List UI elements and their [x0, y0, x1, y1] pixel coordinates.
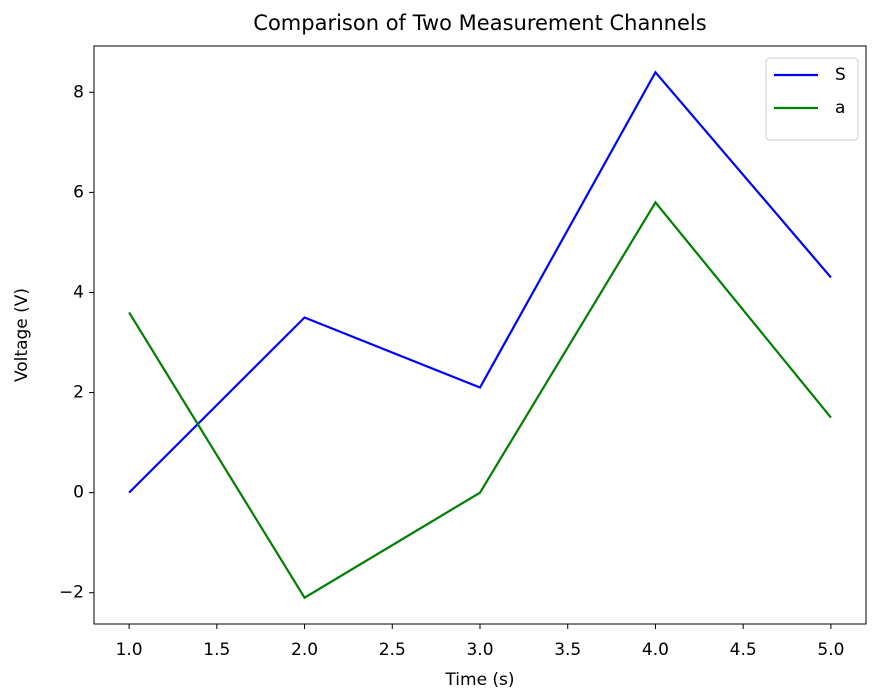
data-line: [128, 70, 832, 494]
data-line: [128, 200, 832, 600]
y-tick-label: −2: [59, 583, 84, 603]
x-tick-label: 2.5: [379, 640, 406, 660]
x-tick-label: 2.0: [291, 640, 318, 660]
x-tick-label: 3.5: [554, 640, 581, 660]
y-tick-label: 4: [73, 282, 84, 302]
x-tick-label: 1.5: [203, 640, 230, 660]
y-tick-label: 8: [73, 82, 84, 102]
x-tick-label: 5.0: [817, 640, 844, 660]
chart-title: Comparison of Two Measurement Channels: [253, 11, 706, 35]
x-tick-label: 4.0: [642, 640, 669, 660]
x-axis-label: Time (s): [444, 670, 514, 690]
x-tick-label: 3.0: [466, 640, 493, 660]
y-tick-label: 0: [73, 483, 84, 503]
x-tick-label: 1.0: [116, 640, 143, 660]
legend-label: a: [835, 98, 845, 118]
x-tick-label: 4.5: [730, 640, 757, 660]
y-axis-label: Voltage (V): [12, 288, 32, 382]
legend-box: [765, 57, 859, 141]
y-tick-label: 2: [73, 383, 84, 403]
y-tick-label: 6: [73, 182, 84, 202]
legend-label: S: [835, 65, 846, 85]
plot-frame: [93, 45, 867, 625]
